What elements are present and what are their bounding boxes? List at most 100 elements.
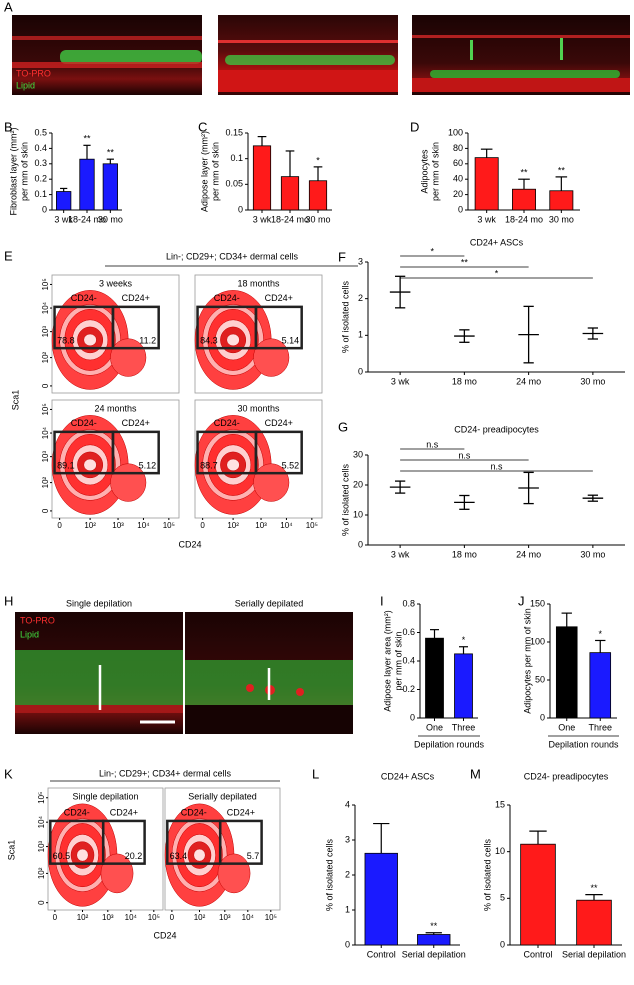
y-tick-label: 10⁵	[37, 792, 46, 804]
y-tick-label: 20	[453, 189, 463, 199]
y-axis-label: per mm of skin	[19, 142, 29, 201]
panel-letter: G	[338, 419, 348, 434]
y-tick-label: 0.5	[34, 127, 47, 137]
x-tick-label: 10⁵	[306, 521, 318, 530]
stain-label: TO-PRO	[16, 68, 51, 78]
comparison-label: **	[461, 257, 469, 267]
gate-label: CD24+	[122, 293, 150, 303]
y-tick-label: 3	[358, 256, 363, 266]
plot-title: 30 months	[237, 403, 280, 413]
x-tick-label: 10³	[219, 913, 231, 922]
y-axis-label: % of isolated cells	[482, 838, 492, 911]
bar	[520, 843, 556, 946]
x-tick-label: 10²	[77, 913, 89, 922]
panel-letter: B	[4, 119, 13, 134]
y-tick-label: 10²	[41, 351, 50, 363]
x-tick-label: 30 mo	[580, 549, 605, 559]
x-tick-label: Control	[367, 949, 396, 959]
gate-percent: 5.12	[139, 461, 157, 471]
gate-label: CD24-	[214, 293, 240, 303]
x-tick-label: 18 mo	[452, 549, 477, 559]
gate-label: CD24+	[227, 807, 255, 817]
y-axis-label: % of isolated cells	[324, 838, 334, 911]
x-tick-label: 10²	[227, 521, 239, 530]
gate-label: CD24-	[214, 418, 240, 428]
gate	[111, 430, 160, 475]
gate-percent: 20.2	[125, 851, 143, 861]
y-tick-label: 20	[353, 479, 363, 489]
y-tick-label: 100	[448, 127, 463, 137]
bar	[555, 626, 578, 719]
gate-percent: 78.8	[57, 336, 75, 346]
x-tick-label: 10³	[255, 521, 267, 530]
gate	[101, 819, 146, 865]
x-tick-label: 10⁵	[163, 521, 175, 530]
gate-label: CD24-	[71, 418, 97, 428]
chart-title: CD24- preadipocytes	[524, 771, 609, 781]
y-tick-label: 30	[353, 449, 363, 459]
x-tick-label: Three	[588, 722, 612, 732]
panel-letter: A	[4, 0, 13, 14]
x-tick-label: Serial depilation	[562, 949, 626, 959]
comparison-label: n.s	[490, 461, 503, 471]
y-tick-label: 0.05	[225, 179, 243, 189]
density-contour	[226, 458, 240, 472]
plot-title: Single depilation	[72, 791, 138, 801]
density-contour	[83, 458, 97, 472]
y-tick-label: 0.8	[402, 598, 415, 608]
x-axis-label: Depilation rounds	[548, 739, 619, 749]
x-tick-label: 3 wk	[477, 214, 496, 224]
x-tick-label: 10⁵	[265, 913, 277, 922]
panel-letter: M	[470, 766, 481, 781]
x-tick-label: 3 wk	[391, 376, 410, 386]
significance-label: **	[107, 148, 115, 158]
bar	[364, 852, 398, 946]
micrograph-a	[12, 15, 630, 95]
y-tick-label: 0	[540, 712, 545, 722]
y-tick-label: 0	[358, 539, 363, 549]
image-title: Single depilation	[66, 598, 132, 608]
panel-letter: J	[518, 593, 525, 608]
bar	[549, 190, 574, 211]
y-tick-label: 10⁵	[41, 403, 50, 415]
x-axis-label: Depilation rounds	[414, 739, 485, 749]
gate-percent: 11.2	[139, 336, 156, 346]
x-tick-label: 18-24 mo	[271, 214, 309, 224]
y-tick-label: 40	[453, 174, 463, 184]
y-tick-label: 2	[358, 293, 363, 303]
y-tick-label: 0	[410, 712, 415, 722]
bar	[79, 158, 95, 211]
bar	[425, 637, 444, 719]
gate-label: CD24+	[265, 418, 293, 428]
bar	[454, 653, 473, 719]
bar	[102, 163, 118, 211]
stain-label: Lipid	[16, 80, 35, 90]
y-axis-label: per mm of skin	[210, 142, 220, 201]
y-axis-label: Fibroblast layer (mm²)	[8, 127, 18, 215]
panel-letter: K	[4, 766, 13, 781]
x-tick-label: 10²	[84, 521, 96, 530]
stain-label: TO-PRO	[20, 615, 55, 625]
panel-letter: H	[4, 593, 13, 608]
y-tick-label: 0	[500, 939, 505, 949]
bar	[280, 176, 300, 211]
y-tick-label: 10	[353, 509, 363, 519]
y-tick-label: 0	[238, 204, 243, 214]
x-tick-label: 30 mo	[305, 214, 330, 224]
flow-plot: 18 months CD24- CD24+ 84.3 5.14	[194, 274, 323, 394]
x-tick-label: 18-24 mo	[68, 214, 106, 224]
plot-title: 3 weeks	[99, 278, 133, 288]
chart-title: CD24- preadipocytes	[454, 424, 539, 434]
x-tick-label: Three	[452, 722, 476, 732]
bar	[512, 188, 536, 211]
gate-label: CD24-	[64, 807, 90, 817]
y-tick-label: 0.3	[34, 158, 47, 168]
x-tick-label: Control	[523, 949, 552, 959]
gate-percent: 88.7	[200, 461, 218, 471]
bar	[417, 934, 451, 946]
bar	[576, 899, 612, 946]
gate-percent: 84.3	[200, 336, 218, 346]
gate	[218, 819, 263, 865]
